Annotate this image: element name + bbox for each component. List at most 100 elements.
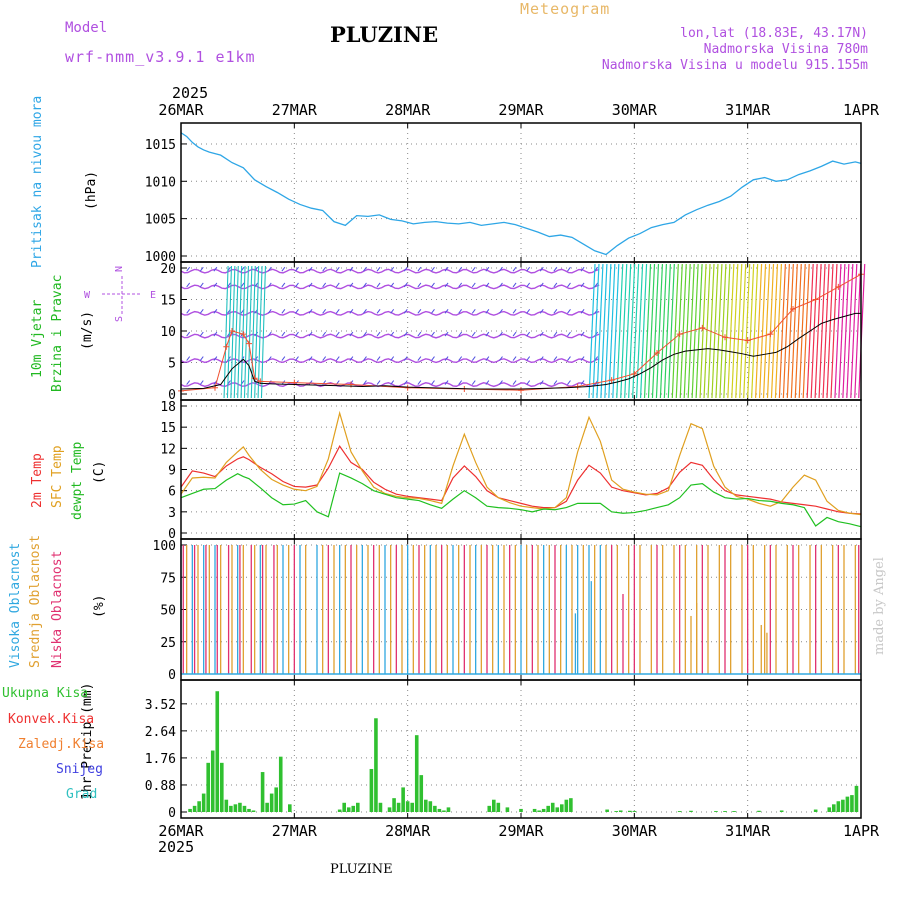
precip-bar <box>206 762 210 812</box>
wind-barb-tick <box>363 356 367 361</box>
wind-streak <box>838 263 846 399</box>
wind-streak <box>691 263 699 399</box>
year-top-label: 2025 <box>172 84 209 102</box>
precip-bar <box>238 802 242 812</box>
y-tick-label: 100 <box>153 539 176 554</box>
precip-bar <box>374 718 378 812</box>
wind-barb-tick <box>471 331 476 337</box>
legend-total-rain: Ukupna Kisa <box>2 686 89 701</box>
wind-barb-tick <box>267 356 272 361</box>
gust-marker <box>246 340 252 347</box>
wind-barb-tick <box>444 356 449 361</box>
x-label-top: 31MAR <box>725 101 771 119</box>
gust-marker <box>240 331 247 338</box>
wind-streak <box>254 265 260 399</box>
wind-barb-tick <box>403 266 408 272</box>
precip-bar <box>569 798 573 812</box>
precip-bar <box>428 801 433 812</box>
wind-streak <box>846 263 854 399</box>
page-title: PLUZINE <box>330 22 439 47</box>
precip-bar <box>220 762 224 812</box>
wind-barb-tick <box>485 282 490 288</box>
precip-bar <box>832 804 836 812</box>
wind-barb-tick <box>390 266 395 272</box>
wind-barb-tick <box>308 380 313 385</box>
precip-bar <box>677 811 682 812</box>
wind-streak <box>850 263 858 399</box>
precip-bar <box>541 808 546 812</box>
y-tick-label: 3.52 <box>145 698 176 713</box>
wind-barb-tick <box>267 309 272 314</box>
wind-streak <box>643 263 652 399</box>
y-tick-label: 5 <box>168 357 176 372</box>
gust-marker <box>518 387 524 394</box>
wind-barb-tick <box>539 266 544 272</box>
wind-barb-tick <box>417 266 422 272</box>
wind-barb-tick <box>512 380 517 385</box>
wind-barb-tick <box>403 282 408 288</box>
wind-streak <box>723 263 731 399</box>
wind-barb-tick <box>363 309 367 314</box>
wind-barb-tick <box>376 356 381 361</box>
gust-marker <box>744 337 751 344</box>
wind-streak <box>655 263 664 399</box>
x-label-top: 29MAR <box>498 101 544 119</box>
precip-bar <box>505 807 510 812</box>
legend-convective-rain: Konvek.Kisa <box>8 712 95 727</box>
x-label-bottom: 29MAR <box>498 822 544 840</box>
precip-bar <box>215 691 220 812</box>
wind-barb-tick <box>499 331 503 337</box>
gust-marker <box>722 334 728 341</box>
x-label-top: 28MAR <box>385 101 431 119</box>
wind-barb-tick <box>281 282 286 288</box>
wind-barb-tick <box>199 266 204 272</box>
wind-barb-tick <box>485 266 490 272</box>
wind-streak <box>802 263 810 399</box>
precip-bar <box>242 805 247 812</box>
wind-barb-tick <box>512 309 517 314</box>
wind-barb-tick <box>335 266 340 272</box>
wind-barb-tick <box>444 282 449 288</box>
pressure-line <box>180 132 862 256</box>
wind-streak <box>247 265 253 399</box>
wind-streak <box>830 263 838 399</box>
precip-bar <box>224 799 229 812</box>
wind-barb-tick <box>444 331 449 337</box>
precip-bar <box>229 805 233 812</box>
wind-compass: N S W E <box>84 266 156 322</box>
gust-marker <box>812 296 819 303</box>
wind-streak <box>628 263 636 399</box>
precip-bar <box>487 805 492 812</box>
wind-barb-tick <box>390 331 395 337</box>
precip-bar <box>537 810 541 812</box>
wind-barb-tick <box>267 266 272 272</box>
y-tick-label: 50 <box>160 604 176 619</box>
wind-panel: 0 5 10 15 20 <box>160 262 866 403</box>
wind-barb-tick <box>281 266 286 272</box>
wind-streak <box>762 263 771 399</box>
precip-bar <box>274 787 278 812</box>
y-tick-label: 18 <box>160 400 176 415</box>
wind-barb-tick <box>580 331 585 337</box>
wind-barb-tick <box>295 331 299 337</box>
wind-barb-tick <box>349 356 354 361</box>
precip-bar <box>841 799 845 812</box>
wind-barb-tick <box>322 309 327 314</box>
wind-streak <box>588 263 596 399</box>
wind-barb-tick <box>512 282 517 288</box>
wind-barb-tick <box>431 356 435 361</box>
precip-bar <box>188 808 192 812</box>
wind-streak <box>774 263 783 399</box>
model-elevation-label: Nadmorska Visina u modelu 915.155m <box>601 58 868 73</box>
compass-s-label: S <box>114 316 125 322</box>
wind-barb-tick <box>553 331 558 337</box>
wind-barb-tick <box>376 331 381 337</box>
y-tick-label: 0.88 <box>145 779 176 794</box>
precip-bar <box>369 768 374 812</box>
wind-barb-tick <box>322 282 327 288</box>
wind-streak <box>727 263 735 399</box>
wind-barb-tick <box>199 309 204 314</box>
wind-barb-tick <box>417 331 422 337</box>
wind-barb-tick <box>567 309 571 314</box>
